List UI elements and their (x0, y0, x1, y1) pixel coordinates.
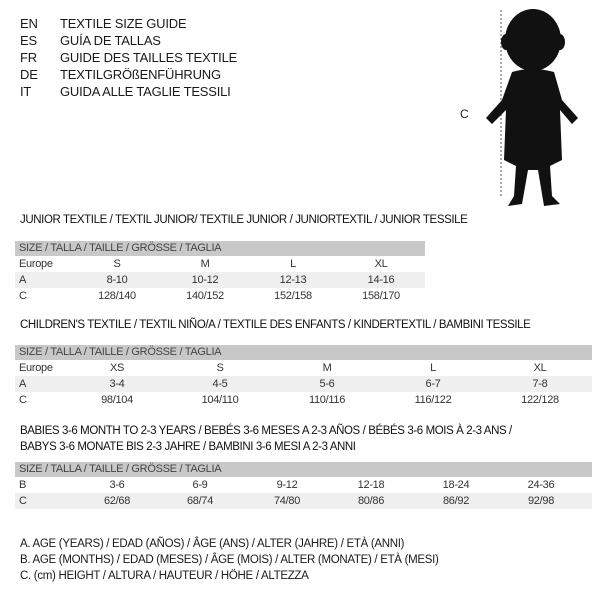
table-cell: 18-24 (442, 479, 470, 491)
table-cell: 14-16 (367, 274, 395, 286)
legend-line: A. AGE (YEARS) / EDAD (AÑOS) / ÂGE (ANS)… (20, 538, 405, 550)
size-table: SIZE / TALLA / TAILLE / GRÖSSE / TAGLIA E… (15, 345, 592, 408)
table-title: BABIES 3-6 MONTH TO 2-3 YEARS / BEBÉS 3-… (20, 425, 512, 437)
table-cell: 74/80 (273, 495, 301, 507)
table-cell: L (430, 362, 436, 374)
table-cell: 62/68 (103, 495, 131, 507)
table-cell: 7-8 (532, 378, 548, 390)
row-label: A (19, 274, 27, 286)
table-title: CHILDREN'S TEXTILE / TEXTIL NIÑO/A / TEX… (20, 319, 531, 331)
table-row: C 62/68 68/74 74/80 80/86 86/92 92/98 (15, 493, 592, 509)
table-cell: 86/92 (442, 495, 470, 507)
table-cell: 6-9 (192, 479, 208, 491)
row-label: Europe (19, 362, 53, 374)
size-table: SIZE / TALLA / TAILLE / GRÖSSE / TAGLIA E… (15, 241, 425, 304)
size-table: SIZE / TALLA / TAILLE / GRÖSSE / TAGLIA B… (15, 462, 592, 509)
lang-code: FR (20, 50, 37, 65)
table-title: JUNIOR TEXTILE / TEXTIL JUNIOR/ TEXTILE … (20, 214, 468, 226)
table-cell: 3-4 (109, 378, 125, 390)
lang-title: GUIDE DES TAILLES TEXTILE (60, 50, 238, 65)
table-cell: 10-12 (191, 274, 219, 286)
table-cell: XL (533, 362, 547, 374)
child-silhouette-icon (486, 9, 578, 206)
table-cell: 92/98 (527, 495, 555, 507)
table-cell: 152/158 (274, 290, 312, 302)
table-cell: 8-10 (106, 274, 128, 286)
row-label: C (19, 394, 27, 406)
child-figure (470, 0, 600, 215)
table-row: Europe S M L XL (15, 256, 425, 272)
table-cell: 116/122 (414, 394, 452, 406)
table-cell: XL (374, 258, 388, 270)
table-cell: S (113, 258, 121, 270)
table-cell: 4-5 (212, 378, 228, 390)
row-label: Europe (19, 258, 53, 270)
table-row: B 3-6 6-9 9-12 12-18 18-24 24-36 (15, 477, 592, 493)
table-cell: M (200, 258, 210, 270)
table-header: SIZE / TALLA / TAILLE / GRÖSSE / TAGLIA (15, 241, 425, 256)
table-cell: 140/152 (186, 290, 224, 302)
lang-code: DE (20, 67, 38, 82)
table-cell: XS (109, 362, 125, 374)
row-label: C (19, 495, 27, 507)
table-cell: 80/86 (357, 495, 385, 507)
table-title-line2: BABYS 3-6 MONATE BIS 2-3 JAHRE / BAMBINI… (20, 441, 356, 453)
table-cell: 6-7 (425, 378, 441, 390)
legend-line: B. AGE (MONTHS) / EDAD (MESES) / ÂGE (MO… (20, 554, 439, 566)
table-row: C 98/104 104/110 110/116 116/122 122/128 (15, 392, 592, 408)
table-cell: 12-18 (357, 479, 385, 491)
table-cell: 3-6 (109, 479, 125, 491)
lang-title: TEXTILGRÖßENFÜHRUNG (60, 67, 221, 82)
table-row: Europe XS S M L XL (15, 360, 592, 376)
table-cell: 122/128 (521, 394, 559, 406)
lang-code: EN (20, 16, 38, 31)
table-cell: 158/170 (362, 290, 400, 302)
table-cell: 12-13 (279, 274, 307, 286)
lang-code: ES (20, 33, 37, 48)
table-cell: 9-12 (276, 479, 298, 491)
table-cell: 128/140 (98, 290, 136, 302)
table-cell: 68/74 (186, 495, 214, 507)
table-cell: 98/104 (101, 394, 133, 406)
row-label: A (19, 378, 27, 390)
table-row: C 128/140 140/152 152/158 158/170 (15, 288, 425, 304)
table-row: A 8-10 10-12 12-13 14-16 (15, 272, 425, 288)
table-cell: M (322, 362, 332, 374)
lang-title: TEXTILE SIZE GUIDE (60, 16, 187, 31)
lang-code: IT (20, 84, 32, 99)
table-cell: L (290, 258, 296, 270)
table-cell: 24-36 (527, 479, 555, 491)
lang-title: GUIDA ALLE TAGLIE TESSILI (60, 84, 231, 99)
table-cell: 5-6 (319, 378, 335, 390)
table-cell: 110/116 (308, 394, 346, 406)
row-label: B (19, 479, 27, 491)
table-row: A 3-4 4-5 5-6 6-7 7-8 (15, 376, 592, 392)
table-cell: S (216, 362, 224, 374)
table-header: SIZE / TALLA / TAILLE / GRÖSSE / TAGLIA (15, 345, 592, 360)
legend-line: C. (cm) HEIGHT / ALTURA / HAUTEUR / HÖHE… (20, 570, 309, 582)
table-cell: 104/110 (201, 394, 239, 406)
table-header: SIZE / TALLA / TAILLE / GRÖSSE / TAGLIA (15, 462, 592, 477)
row-label: C (19, 290, 27, 302)
measure-label: C (460, 107, 469, 121)
lang-title: GUÍA DE TALLAS (60, 33, 161, 48)
